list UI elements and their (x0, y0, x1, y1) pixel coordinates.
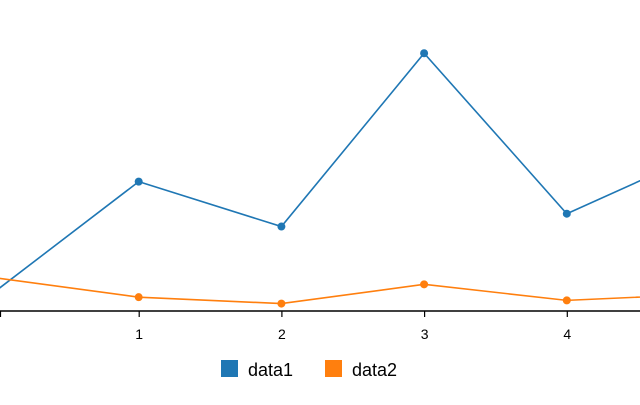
legend-swatch-data1 (221, 360, 238, 377)
data-point-data2-4 (562, 296, 571, 305)
x-tick-label-4: 4 (563, 326, 571, 342)
data-point-data1-4 (562, 209, 571, 218)
legend-label-data2: data2 (352, 360, 397, 380)
legend-item-data1: data1 (221, 360, 293, 380)
legend: data1 data2 (221, 360, 397, 380)
series-line-data1 (0, 52, 640, 289)
data-point-data1-2 (277, 222, 286, 231)
data-point-data2-2 (277, 299, 286, 308)
x-tick-label-3: 3 (421, 326, 429, 342)
x-tick-label-1: 1 (135, 326, 143, 342)
data-point-data1-1 (134, 177, 143, 186)
data-point-data2-1 (134, 293, 143, 302)
legend-label-data1: data1 (248, 360, 293, 380)
data-point-data2-3 (420, 280, 429, 289)
x-axis: 1 2 3 4 (0, 310, 640, 342)
data-point-data1-3 (420, 49, 429, 58)
series-line-data2 (0, 277, 640, 305)
legend-item-data2: data2 (325, 360, 397, 380)
x-tick-label-2: 2 (278, 326, 286, 342)
plot-area (0, 49, 640, 308)
legend-swatch-data2 (325, 360, 342, 377)
